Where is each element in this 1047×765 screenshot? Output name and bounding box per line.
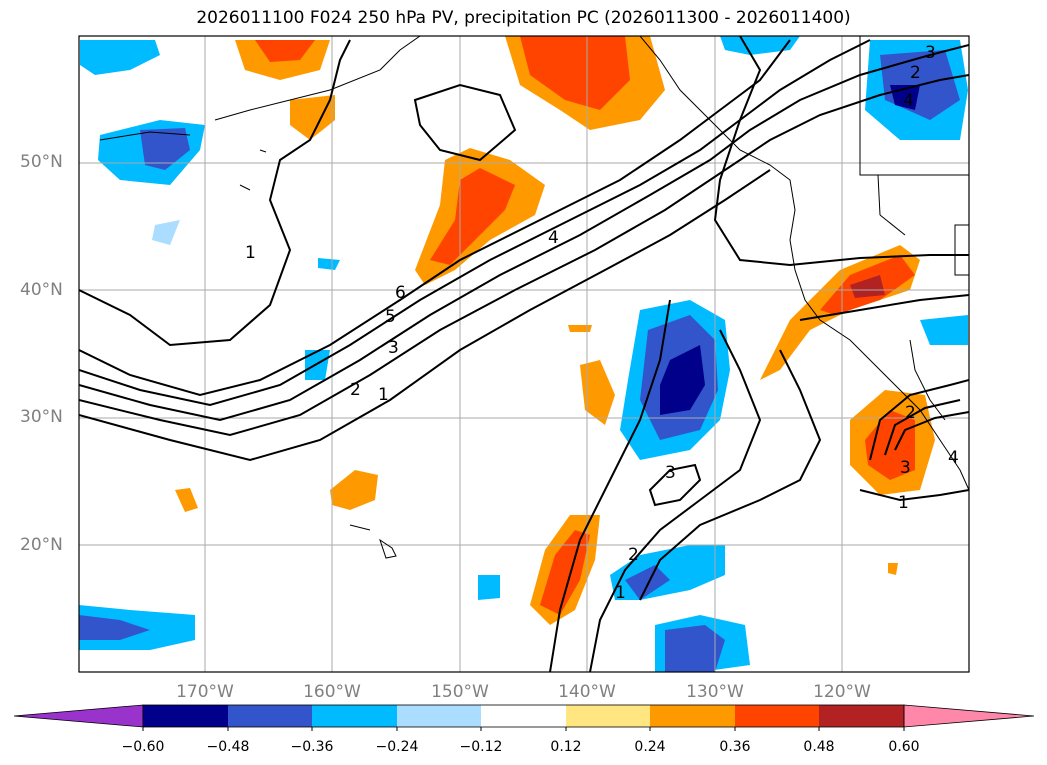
lat-label: 30°N	[20, 407, 63, 427]
contour-label: 1	[898, 493, 909, 513]
lat-label: 20°N	[20, 535, 63, 555]
contour-label: 2	[905, 403, 916, 423]
contour-label: 2	[628, 545, 639, 565]
pv-contours	[79, 36, 969, 672]
colorbar-tick: −0.12	[459, 739, 503, 755]
lat-label: 50°N	[20, 152, 63, 172]
coastlines	[99, 36, 969, 559]
map-title: 2026011100 F024 250 hPa PV, precipitatio…	[196, 8, 851, 28]
lon-label: 140°W	[558, 682, 616, 702]
colorbar-tick: −0.24	[375, 739, 419, 755]
contour-label: 1	[378, 385, 389, 405]
contour-label: 2	[350, 380, 361, 400]
colorbar-tick: 0.12	[550, 739, 582, 755]
contour-label: 4	[903, 91, 914, 111]
contour-label: 1	[615, 583, 626, 603]
lon-label: 170°W	[176, 682, 234, 702]
contour-label: 4	[948, 448, 959, 468]
colorbar-tick: −0.36	[290, 739, 334, 755]
contour-label: 4	[548, 228, 559, 248]
colorbar	[13, 704, 1035, 731]
lon-label: 120°W	[813, 682, 871, 702]
contour-label: 3	[388, 338, 399, 358]
contour-labels: 1 2 3 4 5 6 1 2 3 4 1 2 3 1 2 3 4	[245, 43, 959, 603]
contour-label: 1	[245, 243, 256, 263]
contour-label: 6	[395, 283, 406, 303]
colorbar-tick: 0.48	[803, 739, 835, 755]
map-frame	[78, 35, 970, 673]
map-background	[79, 36, 969, 672]
lat-label: 40°N	[20, 280, 63, 300]
colorbar-tick: −0.60	[121, 739, 165, 755]
contour-label: 3	[665, 463, 676, 483]
lon-label: 150°W	[431, 682, 489, 702]
contour-label: 3	[925, 43, 936, 63]
contour-label: 3	[900, 458, 911, 478]
colorbar-tick: 0.24	[634, 739, 666, 755]
colorbar-tick: 0.60	[888, 739, 920, 755]
lon-label: 160°W	[303, 682, 361, 702]
colorbar-tick: −0.48	[206, 739, 250, 755]
contour-label: 5	[385, 307, 396, 327]
graticule	[79, 36, 969, 672]
contour-label: 2	[910, 63, 921, 83]
colorbar-tick: 0.36	[719, 739, 751, 755]
lon-label: 130°W	[686, 682, 744, 702]
